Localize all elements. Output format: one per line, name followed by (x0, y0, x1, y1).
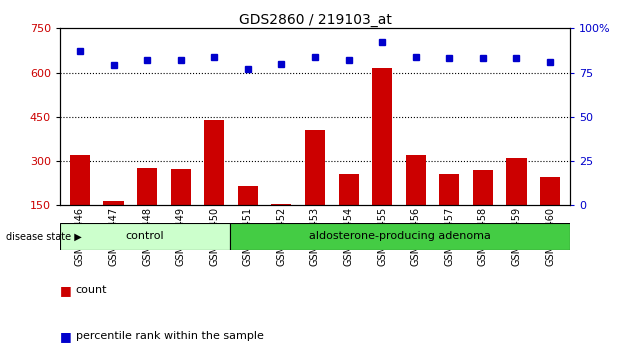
Text: aldosterone-producing adenoma: aldosterone-producing adenoma (309, 231, 491, 241)
Text: ■: ■ (60, 284, 72, 297)
Text: ■: ■ (60, 330, 72, 343)
Bar (305, 130, 325, 205)
Text: count: count (76, 285, 107, 295)
Bar (406, 155, 426, 205)
Bar (338, 175, 358, 205)
Bar (137, 169, 158, 205)
Bar (230, 223, 570, 250)
Bar (171, 169, 191, 205)
Bar (238, 186, 258, 205)
Bar (103, 201, 123, 205)
Bar (60, 223, 230, 250)
Bar (507, 158, 527, 205)
Title: GDS2860 / 219103_at: GDS2860 / 219103_at (239, 13, 391, 27)
Bar (70, 155, 90, 205)
Bar (540, 177, 560, 205)
Text: disease state ▶: disease state ▶ (6, 231, 82, 241)
Bar (372, 68, 392, 205)
Bar (272, 204, 292, 205)
Bar (472, 170, 493, 205)
Text: percentile rank within the sample: percentile rank within the sample (76, 331, 263, 341)
Bar (204, 120, 224, 205)
Text: control: control (125, 231, 164, 241)
Bar (439, 175, 459, 205)
